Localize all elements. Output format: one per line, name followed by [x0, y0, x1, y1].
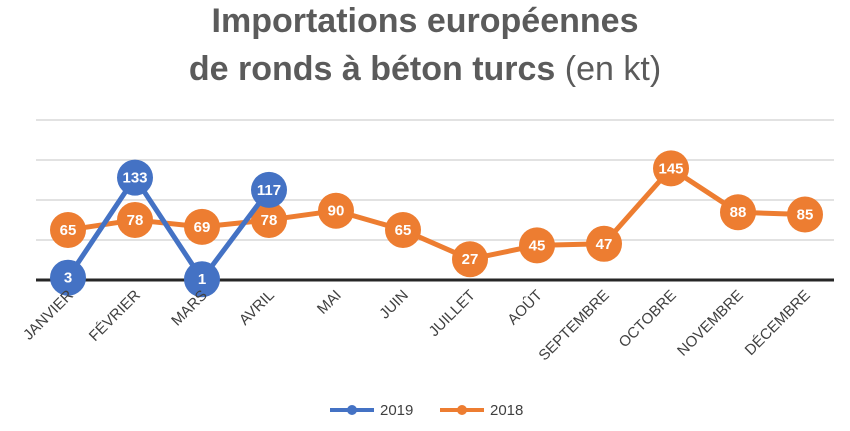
data-point [385, 211, 421, 248]
legend-label: 2019 [380, 402, 413, 419]
series-line-2019 [65, 175, 271, 282]
legend: 2019 2018 [330, 402, 523, 419]
data-label: 90 [328, 203, 345, 220]
chart-title-main: de ronds à béton turcs [188, 50, 556, 88]
data-label: 78 [127, 212, 144, 229]
data-label: 27 [462, 251, 479, 268]
x-tick-label: NOVEMBRE [674, 287, 747, 360]
x-tick-label: AVRIL [236, 287, 278, 329]
data-point [251, 201, 287, 238]
data-label: 47 [596, 236, 613, 253]
legend-marker [347, 405, 357, 415]
data-point [720, 194, 756, 231]
chart-title-line-1: Importations européennes [211, 2, 639, 40]
data-label: 3 [64, 270, 72, 287]
data-label: 117 [257, 182, 281, 199]
data-point [519, 227, 555, 264]
data-point [50, 211, 86, 248]
chart-title-line-2: de ronds à béton turcs (en kt) [0, 50, 850, 89]
data-point [184, 208, 220, 245]
x-tick-label: MARS [168, 287, 211, 330]
x-tick-label: JUIN [376, 287, 412, 323]
chart-title-unit: (en kt) [564, 50, 662, 88]
data-label: 145 [658, 160, 683, 177]
data-label: 133 [122, 170, 147, 187]
x-tick-label: DÉCEMBRE [742, 287, 814, 359]
x-axis-ticks: JANVIER FÉVRIER MARS AVRIL MAI JUIN JUILLET AOÛ… [20, 287, 814, 365]
x-tick-label: OCTOBRE [616, 287, 680, 351]
data-point [318, 192, 354, 229]
legend-label: 2018 [490, 402, 523, 419]
x-tick-label: AOÛT [504, 287, 545, 328]
data-point [117, 159, 153, 196]
x-tick-label: SEPTEMBRE [535, 287, 612, 364]
data-point [251, 171, 287, 208]
legend-item-2019: 2019 [330, 402, 413, 419]
data-point [653, 150, 689, 187]
x-tick-label: JANVIER [20, 287, 77, 344]
data-label: 1 [198, 271, 206, 288]
data-label: 65 [395, 222, 412, 239]
series-2019: 3 133 1 117 [50, 159, 287, 298]
data-point [787, 196, 823, 233]
series-2018: 65 78 69 78 90 65 27 45 47 145 88 85 [50, 150, 823, 278]
legend-marker [457, 405, 467, 415]
x-tick-label: JUILLET [426, 287, 479, 340]
data-label: 45 [529, 237, 546, 254]
data-point [117, 201, 153, 238]
data-point [50, 259, 86, 296]
data-label: 65 [60, 222, 77, 239]
data-label: 78 [261, 212, 278, 229]
data-point [586, 225, 622, 262]
data-label: 85 [797, 207, 814, 224]
data-point [184, 261, 220, 298]
legend-item-2018: 2018 [440, 402, 523, 419]
gridlines [36, 119, 834, 282]
data-point [452, 241, 488, 278]
data-label: 69 [194, 219, 211, 236]
data-label: 88 [730, 204, 747, 221]
series-lines: 65 78 69 78 90 65 27 45 47 145 88 85 3 133 1 117 [50, 150, 823, 298]
x-tick-label: FÉVRIER [86, 287, 144, 345]
x-tick-label: MAI [314, 287, 345, 318]
